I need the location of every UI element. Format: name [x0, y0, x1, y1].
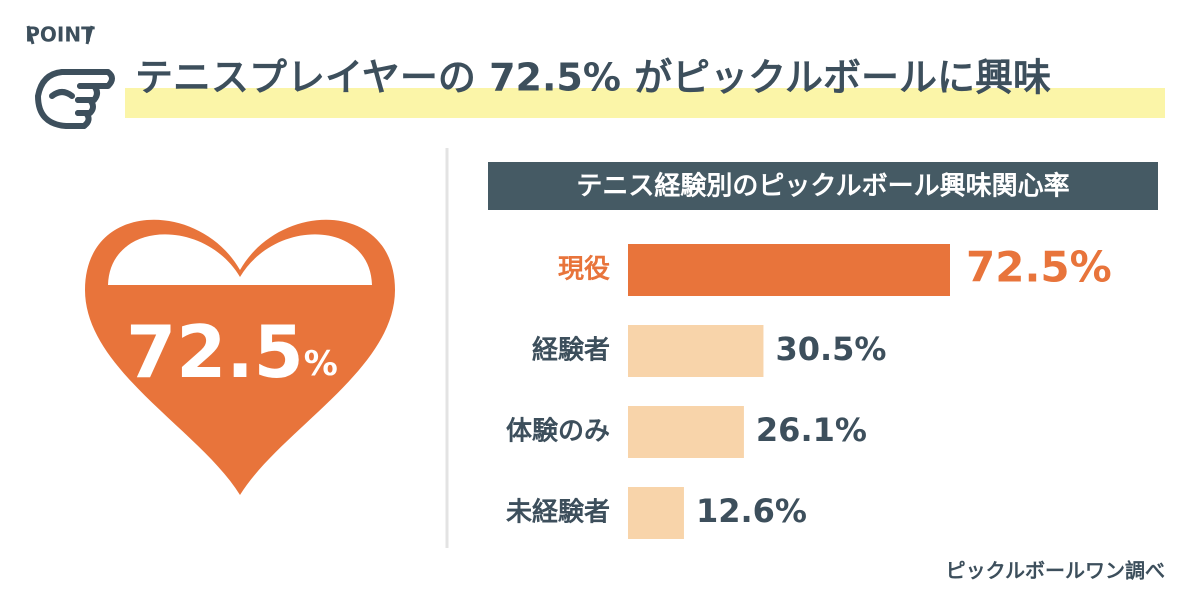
category-label: 未経験者 [506, 497, 610, 528]
chart-title: テニス経験別のピックルボール興味関心率 [576, 171, 1069, 202]
headline-highlight [125, 88, 1165, 118]
chart-title-box [488, 162, 1158, 210]
value-label: 30.5% [775, 330, 886, 368]
hand-icon [35, 69, 115, 129]
bar [628, 325, 764, 377]
point-deco [26, 25, 35, 45]
heart [85, 219, 395, 495]
point-deco [85, 25, 94, 45]
heart-inner [108, 234, 372, 285]
heart-unit: % [304, 344, 338, 384]
point-label: POINT [25, 23, 95, 47]
source: ピックルボールワン調べ [946, 559, 1165, 583]
heart-value: 72.5% [126, 310, 338, 394]
bar [628, 487, 684, 539]
value-label: 72.5% [966, 243, 1112, 292]
value-label: 12.6% [696, 492, 807, 530]
category-label: 現役 [558, 255, 610, 285]
heart-number: 72.5 [126, 310, 304, 394]
value-label: 26.1% [756, 411, 867, 449]
bar [628, 406, 744, 458]
headline: テニスプレイヤーの 72.5% がピックルボールに興味 [135, 56, 1051, 100]
category-label: 経験者 [532, 335, 610, 366]
bar [628, 244, 950, 296]
category-label: 体験のみ [506, 417, 610, 447]
